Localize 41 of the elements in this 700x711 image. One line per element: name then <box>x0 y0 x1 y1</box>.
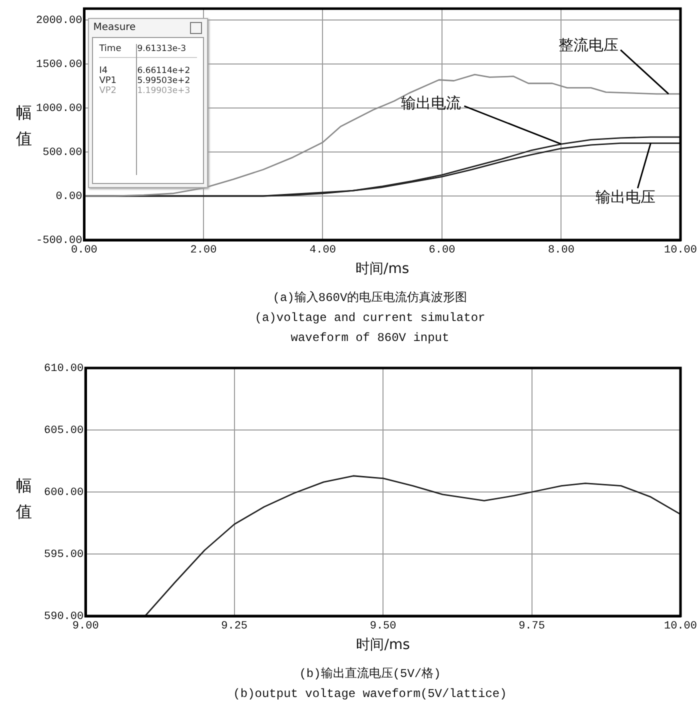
x-tick-label: 9.25 <box>221 620 248 633</box>
x-axis-title: 时间/ms <box>356 637 410 654</box>
annotation: 9.61313e-3 <box>137 44 186 54</box>
x-tick-label: 8.00 <box>548 244 574 257</box>
text: (b)输出直流电压(5V/格) <box>298 666 442 683</box>
x-tick-label: 9.00 <box>72 620 99 633</box>
text: waveform of 860V input <box>290 330 450 347</box>
x-tick-label: 0.00 <box>71 244 98 257</box>
y-tick-label: 1000.00 <box>36 102 82 115</box>
text: 输出电压 <box>596 188 656 206</box>
x-tick-label: 10.00 <box>664 244 698 257</box>
x-axis-title: 时间/ms <box>356 261 410 278</box>
annotation: VP2 <box>99 86 118 96</box>
annotation: Measure <box>92 20 137 35</box>
text: (a)输入860V的电压电流仿真波形图 <box>272 290 468 307</box>
text: 输出电流 <box>401 94 462 112</box>
y-tick-label: 0.00 <box>56 190 82 203</box>
annotation: Time <box>99 44 122 54</box>
annotation: 1.19903e+3 <box>137 86 190 96</box>
y-axis-title: 幅值 <box>16 475 33 523</box>
text: 整流电压 <box>558 36 619 54</box>
annotation: 6.66114e+2 <box>137 66 190 76</box>
x-tick-label: 9.75 <box>518 620 545 633</box>
text: (b)output voltage waveform(5V/lattice) <box>232 686 508 703</box>
y-tick-label: 1500.00 <box>36 58 82 71</box>
y-tick-label: 500.00 <box>42 146 82 159</box>
annotation: I4 <box>99 66 109 76</box>
annotation: VP1 <box>99 76 118 86</box>
annotation: 5.99503e+2 <box>137 76 190 86</box>
y-tick-label: 610.00 <box>44 362 84 375</box>
x-tick-label: 6.00 <box>428 244 456 257</box>
y-tick-label: 600.00 <box>44 486 84 499</box>
x-tick-label: 2.00 <box>190 244 217 257</box>
x-tick-label: 9.50 <box>370 620 396 633</box>
y-tick-label: 2000.00 <box>36 14 82 27</box>
x-tick-label: 10.00 <box>664 620 698 633</box>
y-axis-title: 幅值 <box>16 102 33 150</box>
text: (a)voltage and current simulator <box>254 310 486 327</box>
y-tick-label: 595.00 <box>44 548 84 561</box>
x-tick-label: 4.00 <box>310 244 336 257</box>
y-tick-label: 605.00 <box>44 424 84 437</box>
